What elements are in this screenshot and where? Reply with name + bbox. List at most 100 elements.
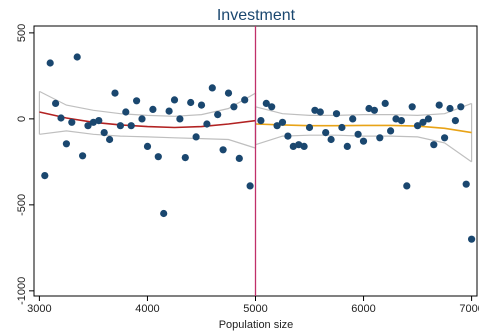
data-point bbox=[68, 118, 76, 126]
data-point bbox=[187, 98, 195, 107]
data-point bbox=[181, 154, 189, 162]
data-point bbox=[149, 105, 157, 113]
data-point bbox=[284, 132, 292, 140]
data-point bbox=[224, 89, 233, 97]
data-point bbox=[268, 103, 276, 111]
data-point bbox=[100, 129, 108, 137]
data-point bbox=[208, 84, 216, 92]
data-point bbox=[79, 152, 87, 160]
data-point bbox=[414, 122, 422, 130]
data-point bbox=[295, 141, 303, 149]
data-point bbox=[235, 154, 243, 162]
data-point bbox=[241, 96, 249, 104]
data-point bbox=[230, 103, 238, 111]
y-tick-label: -500 bbox=[16, 194, 28, 216]
x-tick-label: 4000 bbox=[135, 303, 159, 315]
y-tick-label: -1000 bbox=[16, 277, 28, 305]
data-point bbox=[311, 106, 319, 114]
data-point bbox=[322, 129, 330, 137]
x-tick-label: 7000 bbox=[459, 303, 479, 315]
data-point bbox=[365, 104, 373, 113]
x-tick-label: 6000 bbox=[351, 303, 375, 315]
data-point bbox=[57, 114, 65, 122]
data-point bbox=[73, 53, 81, 61]
data-point bbox=[430, 141, 438, 149]
data-point bbox=[41, 172, 49, 180]
x-axis-title: Population size bbox=[219, 319, 294, 331]
data-point bbox=[381, 99, 389, 107]
data-point bbox=[441, 134, 449, 142]
x-tick-label: 3000 bbox=[27, 303, 51, 315]
fit-line-left bbox=[39, 111, 256, 129]
data-point bbox=[359, 137, 368, 145]
data-point bbox=[462, 180, 470, 188]
data-point bbox=[370, 106, 378, 114]
data-point bbox=[289, 142, 297, 150]
data-point bbox=[257, 117, 265, 125]
data-point bbox=[451, 117, 459, 125]
data-point bbox=[111, 89, 119, 97]
data-point bbox=[408, 103, 416, 111]
data-point bbox=[170, 96, 179, 104]
x-tick-label: 5000 bbox=[243, 303, 267, 315]
data-point bbox=[106, 135, 114, 144]
data-point bbox=[397, 117, 405, 125]
data-point bbox=[160, 209, 168, 218]
data-point bbox=[349, 115, 357, 123]
data-point bbox=[338, 123, 346, 132]
y-tick-label: 500 bbox=[16, 24, 28, 42]
data-point bbox=[143, 142, 152, 150]
data-point bbox=[154, 153, 162, 161]
data-point bbox=[246, 182, 254, 190]
data-point bbox=[332, 110, 341, 118]
data-point bbox=[343, 142, 351, 150]
data-point bbox=[138, 115, 146, 123]
data-point bbox=[133, 97, 141, 105]
data-point bbox=[262, 99, 270, 107]
confidence-bands bbox=[38, 90, 473, 163]
data-point bbox=[376, 134, 384, 142]
data-point bbox=[52, 99, 60, 107]
data-point bbox=[116, 122, 124, 130]
ci-upper-right bbox=[255, 102, 472, 117]
data-point bbox=[219, 146, 227, 154]
data-point bbox=[278, 118, 287, 126]
data-point bbox=[84, 122, 92, 130]
fit-line-right bbox=[255, 123, 472, 134]
data-point bbox=[214, 111, 222, 119]
data-point bbox=[354, 130, 362, 138]
ci-lower-right bbox=[255, 134, 472, 163]
data-point bbox=[305, 123, 314, 132]
data-point bbox=[435, 101, 443, 109]
data-point bbox=[165, 107, 173, 115]
data-point bbox=[197, 101, 206, 109]
data-point bbox=[95, 117, 103, 125]
data-point bbox=[387, 127, 395, 135]
y-axis-ticks: 500 0 -500 -1000 bbox=[16, 24, 34, 305]
ci-upper-left bbox=[39, 90, 256, 117]
chart-title: Investment bbox=[217, 7, 296, 24]
data-point bbox=[424, 115, 432, 123]
data-point bbox=[192, 133, 200, 141]
data-point bbox=[176, 115, 184, 123]
data-point bbox=[122, 108, 130, 116]
fit-lines bbox=[39, 111, 472, 134]
ci-lower-left bbox=[39, 130, 256, 149]
data-point bbox=[316, 108, 324, 116]
y-tick-label: 0 bbox=[16, 116, 28, 122]
data-point bbox=[392, 115, 400, 123]
data-point bbox=[89, 118, 97, 126]
scatter-points bbox=[41, 53, 476, 243]
data-point bbox=[300, 142, 308, 150]
data-point bbox=[62, 140, 70, 148]
data-point bbox=[46, 59, 54, 67]
data-point bbox=[468, 235, 476, 243]
x-axis-ticks: 3000 4000 5000 6000 7000 bbox=[27, 296, 479, 315]
data-point bbox=[127, 122, 135, 130]
data-point bbox=[327, 135, 335, 144]
data-point bbox=[403, 182, 411, 190]
data-point bbox=[203, 120, 211, 128]
data-point bbox=[457, 103, 465, 111]
data-point bbox=[446, 104, 454, 113]
